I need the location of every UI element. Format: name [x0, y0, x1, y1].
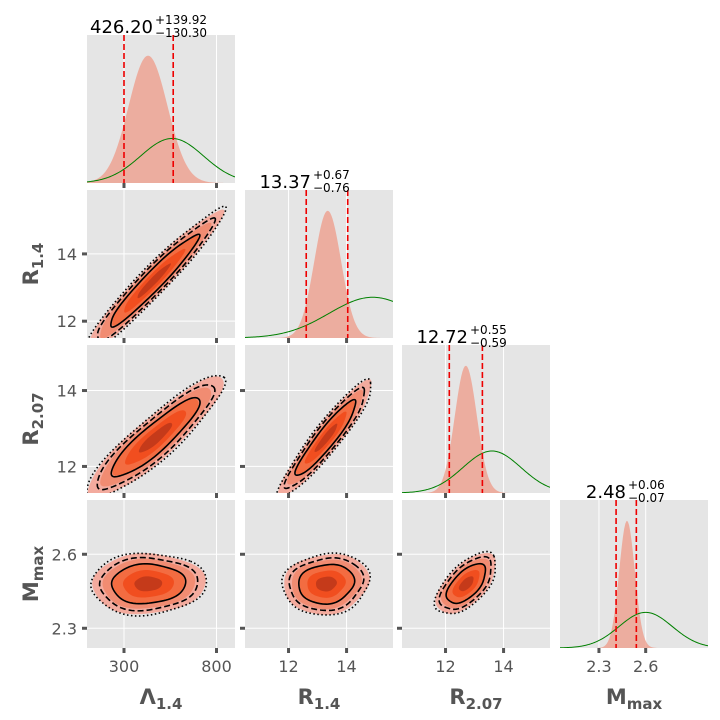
diag-title-plus: +0.55: [470, 323, 507, 337]
diag-title-minus: −0.76: [313, 181, 350, 195]
contour-solid: [445, 562, 487, 605]
contour-solid: [294, 398, 357, 477]
y-axis-label-mmax: Mmax: [19, 546, 47, 603]
contour-solid: [110, 562, 187, 605]
x-axis-label-r207: R2.07: [449, 685, 502, 713]
posterior-density: [87, 55, 235, 183]
diag-title-median: 12.72: [416, 327, 468, 348]
contour-dashed: [98, 556, 199, 612]
y-tick-label: 2.6: [52, 545, 77, 564]
joint-panel-lambda-mmax: [87, 500, 235, 648]
contour-fill-4: [137, 263, 171, 299]
joint-panel-lambda-r207: [87, 345, 235, 493]
contour-dashed: [438, 555, 492, 611]
x-tick-label: 14: [336, 657, 356, 676]
x-axis-label-lambda: Λ1.4: [140, 685, 183, 713]
contour-fill-4: [458, 576, 474, 592]
diag-panel-mmax: [560, 500, 708, 648]
diag-panel-r207: [402, 345, 550, 493]
panel-bg: [245, 345, 393, 493]
x-tick-label: 300: [109, 657, 140, 676]
y-axis-label-r14: R1.4: [19, 243, 47, 286]
contour-dashed: [96, 384, 216, 491]
diag-title-minus: −0.59: [470, 336, 507, 350]
contour-fill-4: [134, 576, 163, 592]
x-tick-label: 12: [435, 657, 455, 676]
contour-fill-4: [314, 423, 338, 452]
x-tick-label: 2.3: [586, 657, 611, 676]
contour-dashed: [96, 217, 217, 338]
x-tick-label: 800: [201, 657, 232, 676]
y-tick-label: 14: [57, 245, 77, 264]
diag-title-minus: −130.30: [155, 26, 207, 40]
joint-panel-r207-mmax: [402, 500, 550, 648]
x-tick-label: 14: [493, 657, 513, 676]
y-tick-label: 12: [57, 457, 77, 476]
contour-dashed: [283, 386, 366, 490]
contour-dotted: [433, 550, 496, 615]
prior-curve: [245, 296, 393, 338]
y-tick-label: 12: [57, 312, 77, 331]
contour-fill-4: [315, 576, 337, 592]
x-axis-label-mmax: Mmax: [606, 685, 663, 713]
y-tick-label: 14: [57, 382, 77, 401]
posterior-density: [245, 210, 393, 338]
prior-curve: [87, 137, 235, 183]
diag-title-plus: +0.67: [313, 168, 350, 182]
x-axis-label-r14: R1.4: [298, 685, 341, 713]
joint-panel-r14-r207: [245, 345, 393, 493]
posterior-density: [560, 520, 708, 648]
contour-fill-4: [138, 422, 173, 453]
diag-panel-lambda: [87, 35, 235, 183]
contour-solid: [110, 396, 201, 478]
prior-curve: [560, 611, 708, 648]
posterior-density: [402, 365, 550, 493]
diag-panel-r14: [245, 190, 393, 338]
y-tick-label: 2.3: [52, 619, 77, 638]
diag-title-median: 13.37: [259, 172, 311, 193]
diag-title-median: 426.20: [90, 17, 153, 38]
joint-panel-lambda-r14: [87, 190, 235, 338]
y-axis-label-r207: R2.07: [19, 392, 47, 445]
joint-panel-r14-mmax: [245, 500, 393, 648]
x-tick-label: 12: [278, 657, 298, 676]
x-tick-label: 2.6: [633, 657, 658, 676]
diag-title-median: 2.48: [586, 482, 626, 503]
contour-dashed: [288, 557, 365, 612]
contour-dotted: [90, 552, 208, 617]
contour-solid: [110, 233, 201, 328]
diag-title-plus: +0.06: [628, 478, 665, 492]
contour-dotted: [87, 205, 227, 338]
prior-curve: [402, 450, 550, 493]
diag-title-minus: −0.07: [628, 491, 665, 505]
contour-solid: [298, 563, 356, 605]
diag-title-plus: +139.92: [155, 13, 207, 27]
